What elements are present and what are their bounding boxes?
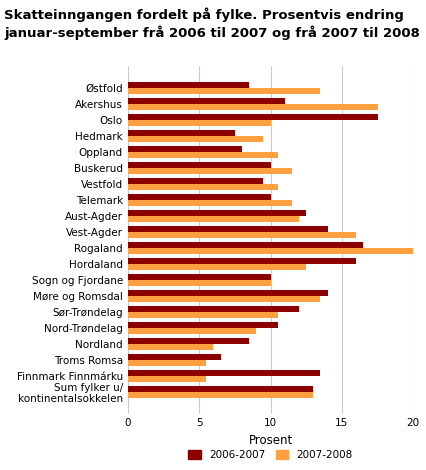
Bar xyxy=(128,184,278,190)
Bar xyxy=(128,385,313,392)
Bar xyxy=(128,152,278,158)
Bar xyxy=(128,216,299,222)
Bar xyxy=(128,321,278,328)
Bar xyxy=(128,306,299,312)
Bar xyxy=(128,248,413,254)
Bar xyxy=(128,178,263,184)
Bar xyxy=(128,328,256,334)
Bar xyxy=(128,194,271,200)
Bar xyxy=(128,210,306,216)
Bar xyxy=(128,280,271,286)
Bar xyxy=(128,120,271,126)
X-axis label: Prosent: Prosent xyxy=(248,434,293,447)
Bar xyxy=(128,130,235,136)
Bar xyxy=(128,226,328,232)
Bar xyxy=(128,337,249,344)
Bar xyxy=(128,98,285,104)
Bar xyxy=(128,376,206,382)
Bar xyxy=(128,258,356,264)
Bar xyxy=(128,104,377,110)
Bar xyxy=(128,290,328,296)
Bar xyxy=(128,392,313,398)
Bar xyxy=(128,82,249,88)
Bar xyxy=(128,360,206,366)
Bar xyxy=(128,344,213,350)
Bar xyxy=(128,242,363,248)
Bar xyxy=(128,296,320,302)
Bar xyxy=(128,146,242,152)
Bar xyxy=(128,168,292,174)
Bar xyxy=(128,353,221,360)
Bar xyxy=(128,162,271,168)
Bar xyxy=(128,114,377,120)
Bar xyxy=(128,312,278,318)
Bar xyxy=(128,232,356,238)
Text: Skatteinngangen fordelt på fylke. Prosentvis endring
januar-september frå 2006 t: Skatteinngangen fordelt på fylke. Prosen… xyxy=(4,7,420,39)
Bar xyxy=(128,369,320,376)
Bar xyxy=(128,274,271,280)
Bar xyxy=(128,264,306,270)
Bar xyxy=(128,200,292,206)
Legend: 2006-2007, 2007-2008: 2006-2007, 2007-2008 xyxy=(184,446,357,464)
Bar xyxy=(128,136,263,142)
Bar xyxy=(128,88,320,94)
